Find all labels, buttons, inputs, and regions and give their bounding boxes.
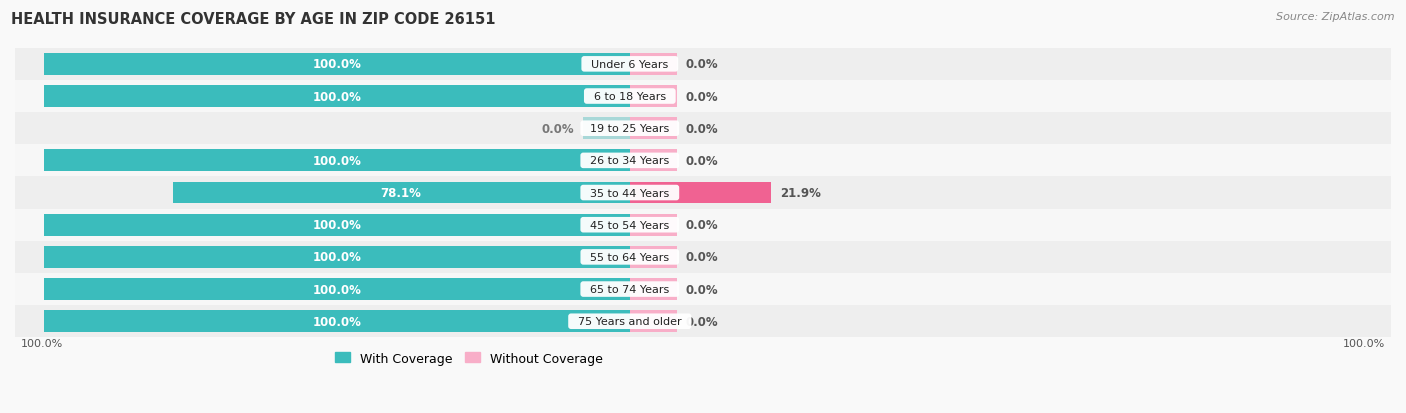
Text: 100.0%: 100.0% bbox=[312, 58, 361, 71]
Bar bbox=[630, 118, 676, 140]
Bar bbox=[44, 86, 630, 108]
Text: Source: ZipAtlas.com: Source: ZipAtlas.com bbox=[1277, 12, 1395, 22]
Text: 100.0%: 100.0% bbox=[312, 90, 361, 103]
Bar bbox=[44, 150, 630, 172]
Text: 19 to 25 Years: 19 to 25 Years bbox=[583, 124, 676, 134]
Bar bbox=[630, 182, 770, 204]
Text: 100.0%: 100.0% bbox=[312, 251, 361, 264]
Text: 100.0%: 100.0% bbox=[1343, 338, 1385, 348]
Text: 65 to 74 Years: 65 to 74 Years bbox=[583, 285, 676, 294]
Bar bbox=[630, 86, 676, 108]
Text: 6 to 18 Years: 6 to 18 Years bbox=[586, 92, 673, 102]
Text: Under 6 Years: Under 6 Years bbox=[583, 60, 675, 70]
Bar bbox=[15, 177, 1391, 209]
Text: 0.0%: 0.0% bbox=[686, 251, 718, 264]
Bar bbox=[15, 241, 1391, 273]
Bar bbox=[630, 54, 676, 76]
Bar bbox=[630, 278, 676, 300]
Text: 0.0%: 0.0% bbox=[686, 122, 718, 135]
Legend: With Coverage, Without Coverage: With Coverage, Without Coverage bbox=[330, 347, 607, 370]
Bar bbox=[583, 118, 630, 140]
Bar bbox=[15, 273, 1391, 305]
Bar bbox=[15, 81, 1391, 113]
Text: 0.0%: 0.0% bbox=[686, 58, 718, 71]
Bar bbox=[630, 150, 676, 172]
Text: 0.0%: 0.0% bbox=[686, 283, 718, 296]
Text: 35 to 44 Years: 35 to 44 Years bbox=[583, 188, 676, 198]
Text: 0.0%: 0.0% bbox=[541, 122, 574, 135]
Text: 0.0%: 0.0% bbox=[686, 315, 718, 328]
Text: 100.0%: 100.0% bbox=[312, 283, 361, 296]
Bar bbox=[630, 214, 676, 236]
Text: 78.1%: 78.1% bbox=[381, 187, 422, 199]
Bar bbox=[44, 214, 630, 236]
Text: 55 to 64 Years: 55 to 64 Years bbox=[583, 252, 676, 262]
Text: 100.0%: 100.0% bbox=[312, 219, 361, 232]
Bar bbox=[630, 247, 676, 268]
Bar bbox=[15, 49, 1391, 81]
Text: 45 to 54 Years: 45 to 54 Years bbox=[583, 220, 676, 230]
Text: 75 Years and older: 75 Years and older bbox=[571, 316, 689, 326]
Bar bbox=[15, 209, 1391, 241]
Text: HEALTH INSURANCE COVERAGE BY AGE IN ZIP CODE 26151: HEALTH INSURANCE COVERAGE BY AGE IN ZIP … bbox=[11, 12, 496, 27]
Bar bbox=[630, 311, 676, 332]
Text: 100.0%: 100.0% bbox=[21, 338, 63, 348]
Text: 0.0%: 0.0% bbox=[686, 219, 718, 232]
Bar bbox=[44, 247, 630, 268]
Text: 0.0%: 0.0% bbox=[686, 154, 718, 167]
Text: 26 to 34 Years: 26 to 34 Years bbox=[583, 156, 676, 166]
Bar bbox=[15, 305, 1391, 337]
Bar bbox=[44, 278, 630, 300]
Text: 21.9%: 21.9% bbox=[780, 187, 821, 199]
Text: 100.0%: 100.0% bbox=[312, 154, 361, 167]
Bar bbox=[15, 145, 1391, 177]
Bar bbox=[44, 54, 630, 76]
Bar bbox=[173, 182, 630, 204]
Bar bbox=[15, 113, 1391, 145]
Text: 0.0%: 0.0% bbox=[686, 90, 718, 103]
Bar bbox=[44, 311, 630, 332]
Text: 100.0%: 100.0% bbox=[312, 315, 361, 328]
